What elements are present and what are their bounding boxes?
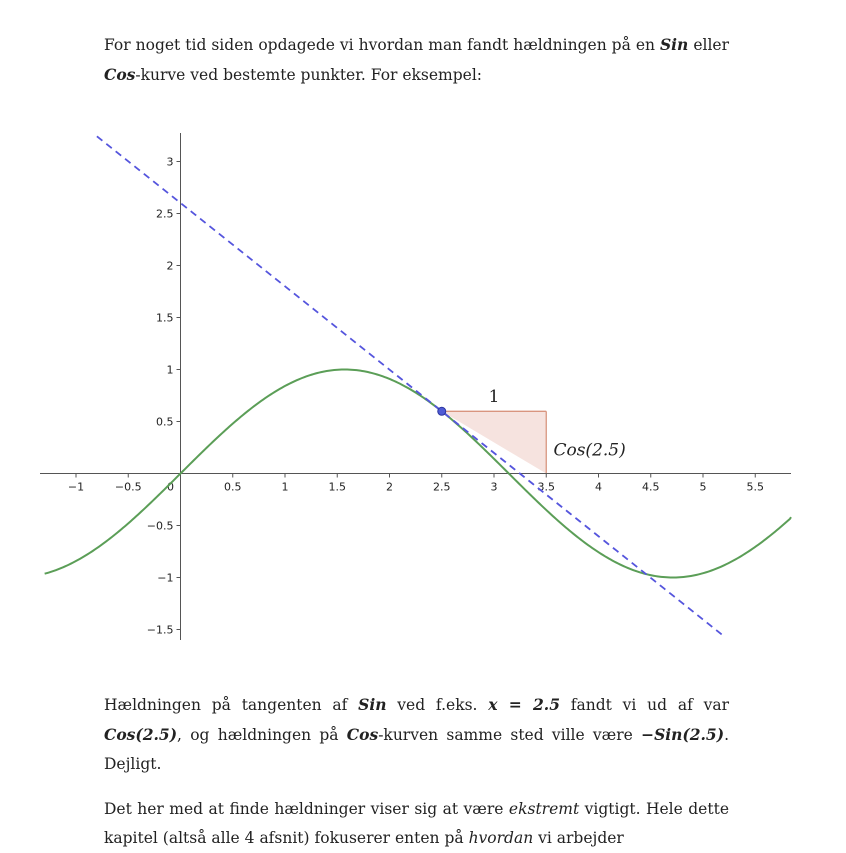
x-tick-label: 0	[167, 481, 174, 494]
x-tick-label: 4.5	[642, 481, 660, 494]
text-span: For noget tid siden opdagede vi hvordan …	[104, 36, 660, 54]
cos-value: Cos(2.5)	[104, 725, 178, 744]
tangent-point	[437, 406, 447, 416]
text-span: eller	[688, 36, 729, 54]
x-tick-label: 5	[700, 481, 707, 494]
sine-tangent-graph: −1 −0.5 0 0.5 1 1.5 2 2.5 3 3.5 4 4.5 5 5.5 3 2.5 2 1.5 1 0…	[40, 133, 792, 640]
x-tick-label: 3.5	[538, 481, 556, 494]
text-span: -kurve ved bestemte punkter. For eksempe…	[135, 66, 483, 84]
x-tick-label: 1	[282, 481, 289, 494]
y-tick-label: 2	[167, 260, 174, 273]
neg-sin-value: −Sin(2.5)	[641, 725, 725, 744]
emphasis-extreme: ekstremt	[508, 800, 580, 818]
sin-term: Sin	[358, 695, 387, 714]
text-span: Hældningen på tangenten af	[104, 696, 359, 714]
x-tick-label: 3	[491, 481, 498, 494]
x-tick-label: −0.5	[115, 481, 142, 494]
x-tick-label: −1	[68, 481, 84, 494]
run-label: 1	[489, 387, 500, 407]
x-tick-label: 2.5	[433, 481, 451, 494]
cos-term: Cos	[346, 725, 379, 744]
sine-curve	[44, 368, 792, 579]
x-tick-label: 0.5	[224, 481, 242, 494]
y-tick-label: 1.5	[156, 312, 174, 325]
rise-label: Cos(2.5)	[553, 441, 625, 461]
explanation-paragraph: Hældningen på tangenten af Sin ved f.eks…	[104, 690, 729, 779]
importance-paragraph: Det her med at finde hældninger viser si…	[104, 795, 729, 853]
sin-term: Sin	[659, 35, 689, 54]
y-tick-label: 3	[167, 156, 174, 169]
cos-term: Cos	[104, 65, 136, 84]
y-tick-label: 0.5	[156, 416, 174, 429]
x-tick-label: 2	[386, 481, 393, 494]
y-tick-label: 2.5	[156, 208, 174, 221]
x-tick-label: 1.5	[329, 481, 347, 494]
intro-paragraph: For noget tid siden opdagede vi hvordan …	[104, 30, 729, 90]
text-span: -kurven samme sted ville være	[378, 726, 642, 744]
emphasis-how: hvordan	[468, 829, 534, 847]
y-tick-label: 1	[167, 364, 174, 377]
y-tick-label: −1.5	[147, 624, 174, 637]
slope-triangle	[441, 411, 547, 474]
text-span: vi arbejder	[533, 829, 624, 847]
y-tick-label: −1	[157, 572, 173, 585]
text-span: Det her med at finde hældninger viser si…	[104, 800, 509, 818]
x-tick-label: 4	[595, 481, 602, 494]
x-equation: x = 2.5	[488, 695, 560, 714]
y-tick-label: −0.5	[147, 520, 174, 533]
x-tick-label: 5.5	[747, 481, 765, 494]
text-span: . Dejligt.	[104, 726, 729, 773]
text-span: fandt vi ud af var	[559, 696, 730, 714]
tangent-line	[96, 135, 725, 637]
text-span: , og hældningen på	[177, 726, 347, 744]
text-span: ved f.eks.	[386, 696, 489, 714]
